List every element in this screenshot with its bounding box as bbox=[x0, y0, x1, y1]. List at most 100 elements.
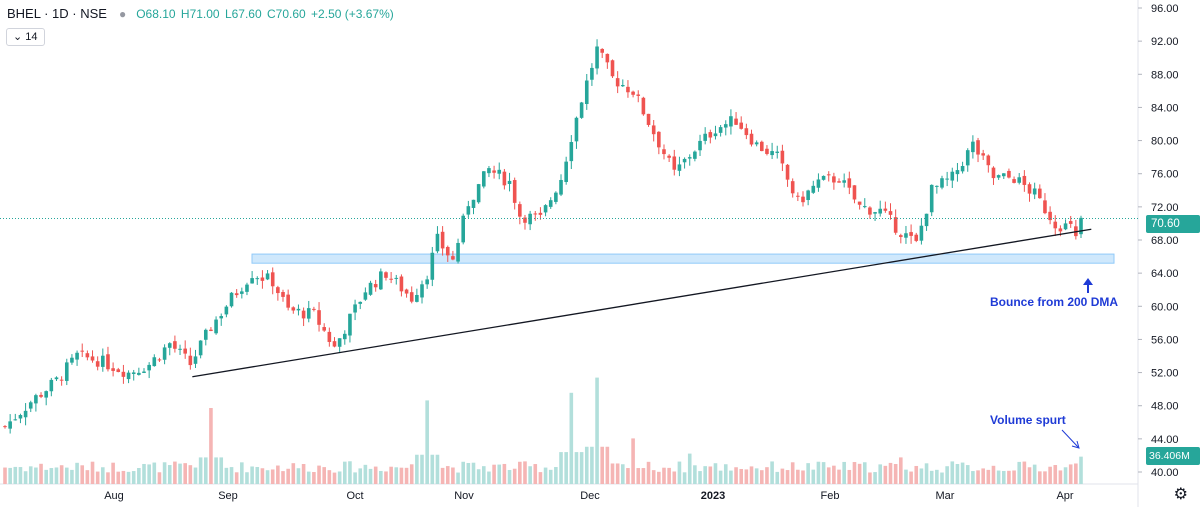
candle-body bbox=[229, 292, 234, 307]
candle-body bbox=[981, 153, 985, 156]
volume-bar bbox=[574, 452, 579, 484]
volume-bar bbox=[672, 471, 677, 484]
volume-bar bbox=[899, 457, 903, 484]
volume-bar bbox=[981, 468, 985, 484]
volume-bar bbox=[832, 465, 836, 484]
candle-body bbox=[240, 291, 244, 294]
volume-bar bbox=[796, 469, 800, 484]
volume-bar bbox=[28, 466, 33, 484]
symbol-title[interactable]: BHEL · 1D · NSE bbox=[7, 6, 107, 21]
candle-body bbox=[991, 167, 996, 179]
volume-bar bbox=[569, 392, 574, 484]
last-volume-badge: 36.406M bbox=[1146, 447, 1200, 465]
low-value: L67.60 bbox=[224, 6, 262, 21]
volume-bar bbox=[703, 466, 707, 484]
volume-bar bbox=[492, 464, 496, 484]
volume-bar bbox=[821, 462, 826, 484]
candle-body bbox=[106, 354, 110, 370]
candle-body bbox=[935, 185, 939, 187]
candle-body bbox=[399, 276, 404, 292]
candle-body bbox=[111, 368, 115, 371]
volume-bar bbox=[116, 471, 121, 484]
candle-body bbox=[8, 421, 12, 429]
candle-body bbox=[821, 175, 826, 180]
candle-body bbox=[620, 85, 625, 87]
volume-ma-toggle[interactable]: ⌄ 14 bbox=[6, 28, 45, 46]
candle-body bbox=[353, 304, 357, 313]
candle-body bbox=[636, 94, 641, 96]
volume-bar bbox=[353, 472, 357, 484]
volume-bar bbox=[54, 467, 59, 484]
y-tick-label: 52.00 bbox=[1151, 368, 1179, 380]
candle-body bbox=[64, 362, 69, 381]
volume-bar bbox=[399, 467, 404, 484]
volume-bar bbox=[193, 467, 198, 484]
volume-bar bbox=[785, 470, 790, 484]
candle-body bbox=[394, 277, 399, 279]
volume-bar bbox=[219, 457, 224, 484]
candle-body bbox=[790, 181, 795, 194]
volume-bar bbox=[857, 463, 862, 484]
candle-body bbox=[1048, 211, 1052, 221]
candle-body bbox=[209, 329, 213, 331]
volume-bar bbox=[368, 468, 373, 484]
volume-bar bbox=[425, 400, 429, 484]
volume-bar bbox=[1038, 471, 1042, 484]
candle-body bbox=[657, 131, 661, 148]
volume-bar bbox=[600, 446, 605, 484]
candle-body bbox=[461, 215, 466, 243]
candle-body bbox=[960, 166, 965, 172]
candle-body bbox=[904, 233, 908, 238]
volume-bar bbox=[137, 468, 141, 484]
volume-bar bbox=[147, 464, 151, 484]
candle-body bbox=[816, 179, 821, 188]
volume-bar bbox=[765, 467, 769, 484]
visibility-icon[interactable]: ● bbox=[118, 6, 127, 21]
volume-bar bbox=[816, 461, 821, 484]
volume-bar bbox=[126, 471, 131, 484]
candle-body bbox=[744, 128, 749, 136]
volume-bar bbox=[337, 471, 342, 484]
change-value: +2.50 (+3.67%) bbox=[311, 6, 394, 21]
candle-body bbox=[44, 391, 48, 398]
candle-body bbox=[873, 212, 877, 214]
x-tick-label: Apr bbox=[1056, 490, 1073, 502]
candle-body bbox=[445, 246, 450, 256]
volume-bar bbox=[75, 462, 79, 484]
x-tick-label: Aug bbox=[104, 490, 124, 502]
volume-bar bbox=[533, 464, 538, 484]
candle-body bbox=[101, 355, 105, 367]
candle-body bbox=[703, 133, 707, 141]
y-tick-label: 40.00 bbox=[1151, 467, 1179, 479]
volume-bar bbox=[379, 470, 383, 484]
volume-bar bbox=[940, 472, 944, 484]
candle-body bbox=[945, 178, 949, 180]
volume-bar bbox=[64, 467, 69, 484]
volume-bar bbox=[1074, 463, 1078, 484]
volume-bar bbox=[729, 470, 733, 484]
volume-bar bbox=[512, 468, 517, 484]
volume-bar bbox=[749, 466, 754, 484]
candle-body bbox=[919, 225, 924, 241]
volume-bar bbox=[471, 462, 476, 484]
volume-bar bbox=[626, 468, 630, 484]
candle-body bbox=[270, 272, 275, 287]
volume-bar bbox=[240, 462, 244, 484]
candle-body bbox=[523, 217, 527, 223]
candle-body bbox=[955, 170, 960, 175]
volume-bar bbox=[651, 470, 656, 484]
candle-body bbox=[770, 151, 774, 156]
volume-bar bbox=[3, 467, 7, 484]
volume-bar bbox=[914, 465, 919, 484]
volume-bar bbox=[924, 463, 929, 484]
volume-bar bbox=[507, 469, 512, 484]
y-tick-label: 56.00 bbox=[1151, 334, 1179, 346]
volume-bar bbox=[842, 461, 846, 484]
volume-bar bbox=[420, 454, 424, 484]
candle-body bbox=[1032, 188, 1037, 195]
candle-body bbox=[276, 287, 280, 294]
volume-bar bbox=[734, 467, 738, 484]
candle-body bbox=[281, 292, 285, 297]
gear-icon[interactable]: ⚙ bbox=[1173, 486, 1188, 503]
